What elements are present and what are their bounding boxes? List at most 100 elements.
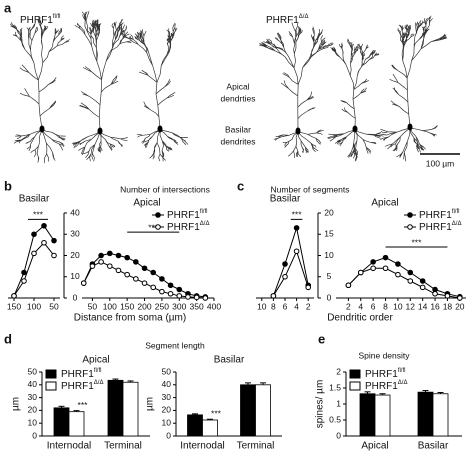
data-point xyxy=(419,278,426,284)
legend-name: PHRF1 xyxy=(365,369,398,380)
data-point xyxy=(41,239,47,246)
bar xyxy=(255,384,271,437)
y-tick-label: 5 xyxy=(327,271,332,281)
y-tick-label: 0 xyxy=(73,292,78,302)
chart-title: Number of segments xyxy=(271,184,350,194)
legend-swatch xyxy=(45,381,57,391)
data-point xyxy=(124,254,130,261)
data-point xyxy=(432,290,438,297)
significance-label: *** xyxy=(412,237,423,247)
group-name: PHRF1 xyxy=(20,15,53,26)
x-tick-label: Internodal xyxy=(180,441,224,452)
significance-label: *** xyxy=(211,408,222,418)
bar xyxy=(68,411,85,437)
legend-name: PHRF1 xyxy=(419,222,452,233)
x-tick-label: 6 xyxy=(283,301,288,311)
y-axis-label: spines/ µm xyxy=(315,380,326,429)
y-tick-label: 15 xyxy=(324,229,334,239)
data-point xyxy=(293,248,300,255)
legend-marker xyxy=(407,212,413,218)
chart-subtitle: Basilar xyxy=(270,194,301,205)
data-point xyxy=(41,222,47,229)
y-axis-label: µm xyxy=(145,397,156,411)
x-tick-label: Terminal xyxy=(237,441,275,452)
bar xyxy=(202,419,218,437)
y-tick-label: 10 xyxy=(162,417,172,427)
x-tick-label: 4 xyxy=(358,301,363,311)
neuron-soma xyxy=(97,127,103,135)
neuron-dendrites xyxy=(9,17,71,164)
x-tick-label: 12 xyxy=(406,301,416,311)
neuron-dendrites xyxy=(122,23,189,162)
series-line xyxy=(272,249,309,297)
data-point xyxy=(21,269,27,276)
y-tick-label: 30 xyxy=(70,229,80,239)
legend-swatch xyxy=(349,381,361,391)
x-tick-label: 200 xyxy=(137,301,151,311)
data-point xyxy=(98,259,104,265)
data-point xyxy=(270,293,277,299)
data-point xyxy=(176,286,183,293)
significance-label: *** xyxy=(78,400,89,410)
legend-label: PHRF1fl/fl xyxy=(419,209,459,221)
bar xyxy=(240,384,256,437)
x-tick-label: 150 xyxy=(120,301,134,311)
neuron-soma xyxy=(157,125,163,133)
y-tick-label: 20 xyxy=(28,405,38,415)
data-point xyxy=(370,259,376,265)
x-tick-label: 350 xyxy=(190,301,204,311)
legend-marker xyxy=(155,212,161,218)
y-tick-label: 30 xyxy=(162,392,172,402)
y-tick-label: 20 xyxy=(162,405,172,415)
data-point xyxy=(202,295,209,301)
basilar-label: Basilar xyxy=(225,124,251,134)
y-tick-label: 40 xyxy=(162,379,172,389)
group-sup: fl/fl xyxy=(53,14,61,20)
chart-subtitle: Apical xyxy=(371,198,398,209)
data-point xyxy=(51,237,57,244)
legend-label: PHRF1Δ/Δ xyxy=(365,380,407,392)
legend-sup: fl/fl xyxy=(94,368,102,374)
data-point xyxy=(115,267,122,274)
data-point xyxy=(124,271,130,278)
y-tick-label: 0 xyxy=(327,292,332,302)
chart-title: Spine density xyxy=(358,350,410,360)
y-tick-label: 40 xyxy=(28,379,38,389)
group-name: PHRF1 xyxy=(266,15,299,26)
series-line xyxy=(272,225,309,297)
legend-name: PHRF1 xyxy=(61,369,94,380)
bar xyxy=(374,394,391,437)
group-label: PHRF1Δ/Δ xyxy=(266,14,308,26)
y-tick-label: 10 xyxy=(70,271,80,281)
legend-label: PHRF1fl/fl xyxy=(61,368,101,380)
x-tick-label: Basilar xyxy=(418,441,449,452)
data-point xyxy=(98,252,104,259)
panel-letter: a xyxy=(4,0,12,15)
y-tick-label: 10 xyxy=(324,250,334,260)
x-tick-label: 250 xyxy=(155,301,169,311)
data-point xyxy=(141,280,148,286)
x-tick-label: Internodal xyxy=(47,441,91,452)
bar xyxy=(359,393,376,437)
legend-label: PHRF1fl/fl xyxy=(365,368,405,380)
data-point xyxy=(382,265,389,272)
neuron-dendrites xyxy=(71,10,132,162)
legend-swatch xyxy=(349,369,361,379)
apical-label: Apical xyxy=(226,81,249,91)
basilar-label: dendrites xyxy=(221,136,256,146)
scale-bar-label: 100 µm xyxy=(426,158,455,168)
data-point xyxy=(21,278,27,284)
x-axis-label: Dendritic order xyxy=(327,313,393,324)
neuron-soma xyxy=(295,127,301,135)
data-point xyxy=(11,293,17,299)
x-tick-label: Terminal xyxy=(104,441,142,452)
data-point xyxy=(141,265,148,272)
legend-label: PHRF1Δ/Δ xyxy=(61,380,103,392)
y-tick-label: 2 xyxy=(336,366,341,376)
legend-name: PHRF1 xyxy=(365,381,398,392)
x-tick-label: 100 xyxy=(27,301,41,311)
series-line xyxy=(348,257,460,298)
neuron-dendrites xyxy=(377,15,447,162)
bar xyxy=(432,393,449,437)
bar xyxy=(417,391,434,437)
